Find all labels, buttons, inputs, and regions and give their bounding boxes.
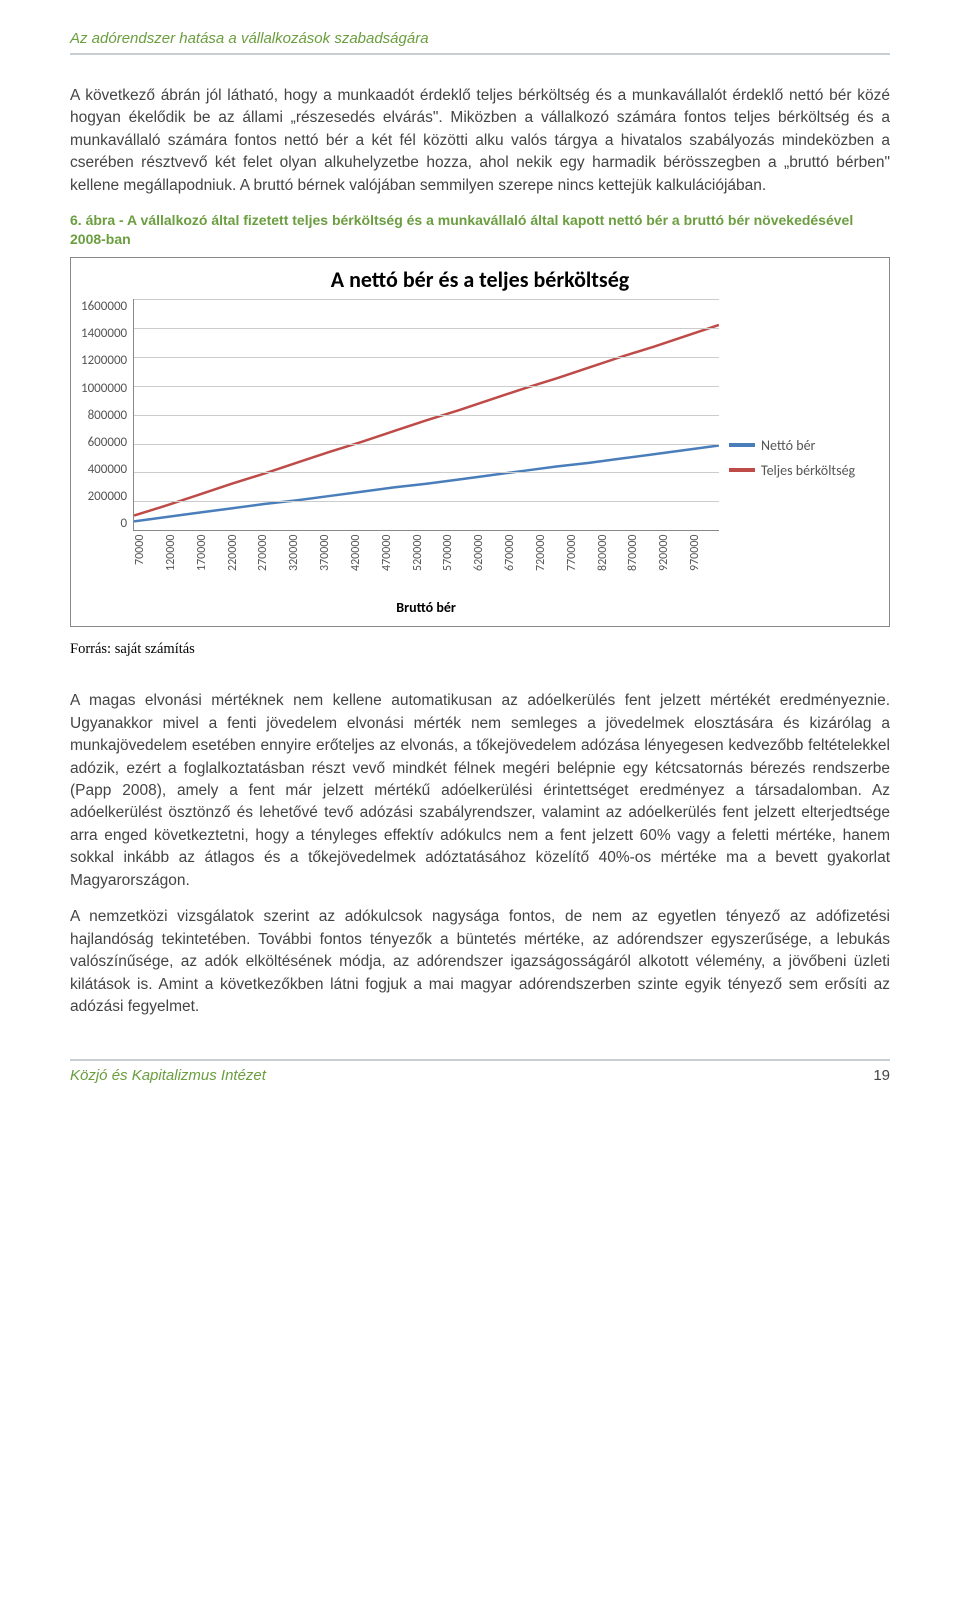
x-tick-label: 920000 — [657, 535, 688, 593]
chart-legend: Nettó bér Teljes bérköltség — [719, 299, 879, 616]
chart-body: 1600000140000012000001000000800000600000… — [81, 299, 879, 616]
footer-page-number: 19 — [873, 1067, 890, 1084]
x-tick-label: 720000 — [534, 535, 565, 593]
x-tick-label: 370000 — [318, 535, 349, 593]
gridline — [134, 299, 719, 300]
legend-label: Nettó bér — [761, 437, 815, 454]
paragraph-3: A nemzetközi vizsgálatok szerint az adók… — [70, 906, 890, 1018]
gridline — [134, 472, 719, 473]
legend-swatch — [729, 468, 755, 472]
x-axis: 7000012000017000022000027000032000037000… — [133, 535, 719, 593]
x-tick-label: 420000 — [349, 535, 380, 593]
legend-label: Teljes bérköltség — [761, 462, 855, 479]
plot-region: 7000012000017000022000027000032000037000… — [133, 299, 719, 616]
series-line — [134, 446, 719, 522]
y-tick-label: 0 — [81, 516, 127, 531]
y-tick-label: 1600000 — [81, 299, 127, 314]
chart-source: Forrás: saját számítás — [70, 641, 890, 658]
gridline — [134, 444, 719, 445]
y-tick-label: 600000 — [81, 435, 127, 450]
x-tick-label: 870000 — [626, 535, 657, 593]
x-axis-label: Bruttó bér — [133, 599, 719, 616]
figure-caption: 6. ábra - A vállalkozó által fizetett te… — [70, 211, 890, 249]
gridline — [134, 386, 719, 387]
x-tick-label: 320000 — [287, 535, 318, 593]
chart-container: A nettó bér és a teljes bérköltség 16000… — [70, 257, 890, 627]
paragraph-2: A magas elvonási mértéknek nem kellene a… — [70, 690, 890, 892]
series-line — [134, 325, 719, 516]
legend-item: Teljes bérköltség — [729, 462, 879, 479]
x-tick-label: 520000 — [411, 535, 442, 593]
y-tick-label: 800000 — [81, 408, 127, 423]
y-tick-label: 200000 — [81, 489, 127, 504]
x-tick-label: 270000 — [256, 535, 287, 593]
x-tick-label: 820000 — [596, 535, 627, 593]
y-tick-label: 1200000 — [81, 353, 127, 368]
page-header: Az adórendszer hatása a vállalkozások sz… — [70, 30, 890, 55]
x-tick-label: 70000 — [133, 535, 164, 593]
y-tick-label: 1000000 — [81, 381, 127, 396]
x-tick-label: 220000 — [226, 535, 257, 593]
footer-institute: Közjó és Kapitalizmus Intézet — [70, 1067, 266, 1084]
plot-area — [133, 299, 719, 531]
x-tick-label: 170000 — [195, 535, 226, 593]
gridline — [134, 415, 719, 416]
chart-title: A nettó bér és a teljes bérköltség — [81, 266, 879, 293]
gridline — [134, 357, 719, 358]
x-tick-label: 620000 — [472, 535, 503, 593]
x-tick-label: 470000 — [380, 535, 411, 593]
gridline — [134, 501, 719, 502]
x-tick-label: 120000 — [164, 535, 195, 593]
paragraph-1: A következő ábrán jól látható, hogy a mu… — [70, 85, 890, 197]
plot-column: 1600000140000012000001000000800000600000… — [81, 299, 719, 616]
page-footer: Közjó és Kapitalizmus Intézet 19 — [70, 1059, 890, 1084]
x-tick-label: 970000 — [688, 535, 719, 593]
x-tick-label: 770000 — [565, 535, 596, 593]
x-tick-label: 570000 — [441, 535, 472, 593]
y-tick-label: 1400000 — [81, 326, 127, 341]
y-tick-label: 400000 — [81, 462, 127, 477]
x-tick-label: 670000 — [503, 535, 534, 593]
gridline — [134, 328, 719, 329]
legend-swatch — [729, 443, 755, 447]
y-axis: 1600000 1400000 1200000 1000000 800000 600000… — [81, 299, 133, 531]
legend-item: Nettó bér — [729, 437, 879, 454]
